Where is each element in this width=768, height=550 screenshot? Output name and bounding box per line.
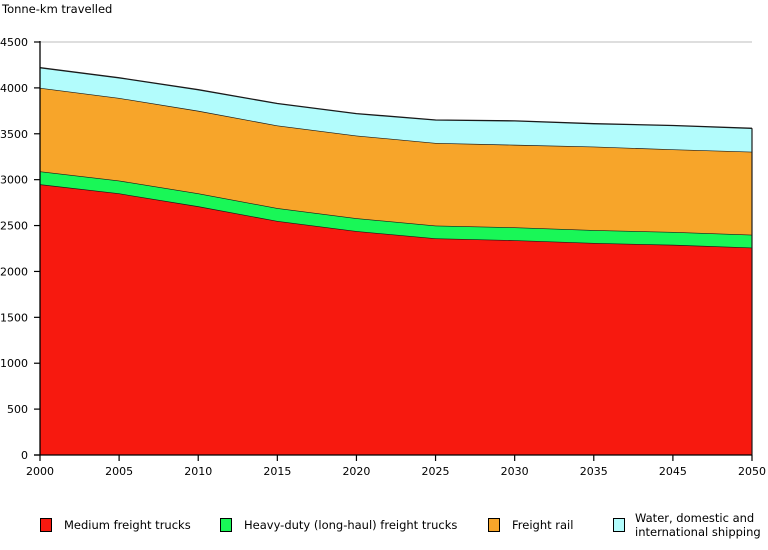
legend-label: Water, domestic and international shippi… <box>635 511 761 539</box>
x-ticks: 2000 2005 2010 2015 2020 2025 2030 2035 2045 2050 <box>26 455 766 478</box>
y-tick-label: 1500 <box>0 311 28 324</box>
legend-item-medium-freight-trucks: Medium freight trucks <box>40 518 191 532</box>
area-freight-rail <box>40 87 752 235</box>
y-tick-label: 4500 <box>0 36 28 49</box>
x-tick-label: 2025 <box>422 465 450 478</box>
legend-item-water-shipping: Water, domestic and international shippi… <box>613 511 761 539</box>
boundary-line-water-domestic-and-international-shipping <box>39 67 753 129</box>
legend-swatch <box>40 518 52 532</box>
x-tick-label: 2035 <box>580 465 608 478</box>
x-tick-label: 2015 <box>263 465 291 478</box>
stacked-area-chart: 0 500 1000 1500 2000 2500 3000 3500 4000 4500 200… <box>0 36 766 478</box>
legend-swatch <box>220 518 232 532</box>
x-tick-label: 2010 <box>184 465 212 478</box>
y-tick-label: 3000 <box>0 174 28 187</box>
y-tick-label: 2000 <box>0 265 28 278</box>
y-axis-title: Tonne-km travelled <box>2 2 113 16</box>
legend: Medium freight trucks Heavy-duty (long-h… <box>0 511 768 550</box>
x-tick-label: 2020 <box>342 465 370 478</box>
area-layers <box>39 67 753 456</box>
legend-item-freight-rail: Freight rail <box>488 518 573 532</box>
legend-item-heavy-duty-trucks: Heavy-duty (long-haul) freight trucks <box>220 518 457 532</box>
y-tick-label: 0 <box>21 449 28 462</box>
area-water-domestic-and-international-shipping <box>40 67 752 152</box>
axes <box>34 41 752 456</box>
legend-label: Medium freight trucks <box>64 518 191 532</box>
x-tick-label: 2030 <box>501 465 529 478</box>
x-tick-label: 2005 <box>105 465 133 478</box>
x-tick-label: 2050 <box>738 465 766 478</box>
legend-label-line-1: Water, domestic and <box>635 511 755 525</box>
y-tick-label: 2500 <box>0 220 28 233</box>
y-tick-label: 4000 <box>0 82 28 95</box>
area-heavy-duty-long-haul-freight-trucks <box>40 171 752 248</box>
y-tick-label: 1000 <box>0 357 28 370</box>
legend-swatch <box>613 518 625 532</box>
legend-label: Heavy-duty (long-haul) freight trucks <box>244 518 458 532</box>
x-tick-label: 2045 <box>659 465 687 478</box>
legend-swatch <box>488 518 500 532</box>
y-ticks: 0 500 1000 1500 2000 2500 3000 3500 4000 4500 <box>0 36 40 462</box>
legend-label: Freight rail <box>512 518 574 532</box>
x-tick-label: 2000 <box>26 465 54 478</box>
y-tick-label: 500 <box>7 403 28 416</box>
legend-label-line-2: international shipping <box>635 525 761 539</box>
y-tick-label: 3500 <box>0 128 28 141</box>
area-medium-freight-trucks <box>40 184 752 456</box>
